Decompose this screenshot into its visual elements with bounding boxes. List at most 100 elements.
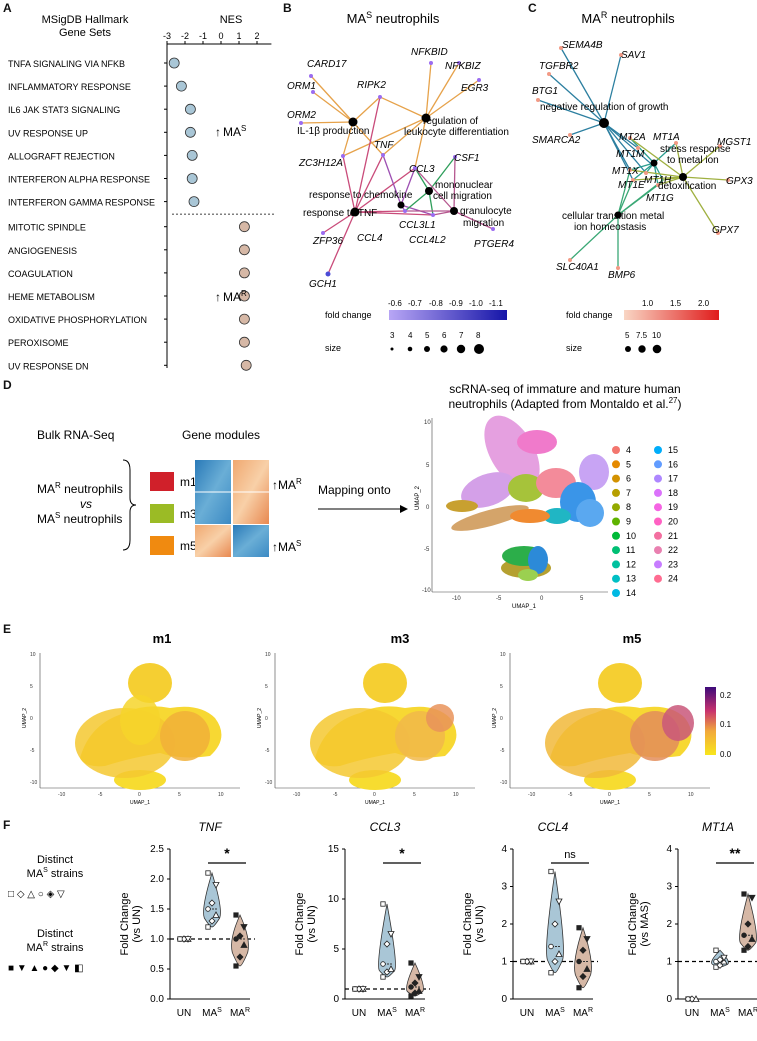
nes-dot — [238, 336, 250, 348]
svg-text:2.0: 2.0 — [698, 299, 710, 308]
term-il1b: IL-1β production — [297, 126, 369, 137]
x-tick: MAS — [545, 1007, 565, 1019]
svg-text:-1.0: -1.0 — [469, 299, 483, 308]
data-point — [205, 906, 211, 912]
panel-e-umap-panels: 10 5 0 -5 -10 -10 -5 0 5 10 UMAP_1 UMAP_2 10 5 0 -5 -10 -… — [22, 652, 710, 806]
panel-b-gene-labels: CARD17 ORM1 RIPK2 NFKBID NFKBIZ EGR3 ORM… — [287, 47, 514, 290]
data-point — [240, 924, 248, 931]
data-point — [741, 891, 747, 897]
panel-d-schematic: Bulk RNA-Seq Gene modules MAR neutrophil… — [37, 382, 682, 610]
svg-text:UMAP_2: UMAP_2 — [22, 708, 28, 728]
svg-text:10: 10 — [265, 652, 271, 658]
term-granulocyte: granulocyte — [460, 206, 512, 217]
y-tick: 1.5 — [150, 904, 164, 915]
panel-c-edges — [537, 47, 729, 268]
gene-csf1: CSF1 — [454, 153, 480, 164]
panel-c-size-ticks: 5 7.5 10 — [625, 331, 661, 340]
data-point — [555, 950, 563, 957]
y-axis-label: Fold Change — [462, 893, 474, 956]
gene-mt1g: MT1G — [646, 193, 674, 204]
cluster-swatch — [612, 503, 620, 512]
gene-mt1a: MT1A — [653, 132, 680, 143]
y-tick: 0 — [333, 994, 339, 1005]
violin-CCL3: CCL3 0 5 10 15 Fold Change (vs UN) UN MAS MAR * — [294, 820, 430, 1019]
panel-d-umap-ticks: 10 5 0 -5 -10 -10 -5 0 5 — [422, 420, 584, 602]
gene-ccl4l2: CCL4L2 — [409, 235, 446, 246]
panel-c-legend-fc-label: fold change — [566, 310, 613, 320]
panel-d-group-r: MAR neutrophils — [37, 481, 123, 496]
cluster-label: 24 — [668, 574, 678, 584]
nes-tick: 0 — [218, 31, 223, 41]
panel-d-bulk-rnaseq: Bulk RNA-Seq — [37, 428, 114, 442]
svg-text:0.1: 0.1 — [720, 720, 732, 729]
panel-b-fc-gradient — [389, 310, 507, 320]
panel-a-title-1: MSigDB Hallmark — [42, 14, 129, 26]
cluster-label: 23 — [668, 559, 678, 569]
cluster-swatch — [654, 503, 662, 512]
svg-text:5: 5 — [413, 792, 416, 798]
x-tick: MAR — [573, 1007, 593, 1019]
data-point — [576, 958, 582, 965]
panel-e-title-m1: m1 — [153, 631, 172, 646]
cluster-label: 17 — [668, 474, 678, 484]
cluster-swatch — [654, 460, 662, 469]
cluster-label: 13 — [626, 574, 636, 584]
y-axis-sublabel: (vs MAS) — [639, 901, 651, 946]
panel-d-heatmaps — [195, 460, 269, 557]
cluster-label: 18 — [668, 488, 678, 498]
data-point — [548, 970, 554, 976]
svg-text:□ ◇ △ ○ ◈ ▽: □ ◇ △ ○ ◈ ▽ — [8, 889, 65, 900]
svg-text:-10: -10 — [422, 588, 431, 594]
significance-marker: * — [399, 845, 405, 861]
violin-shape — [574, 926, 592, 989]
y-tick: 0.0 — [150, 994, 164, 1005]
data-point — [744, 920, 752, 928]
svg-text:UMAP_1: UMAP_1 — [365, 800, 385, 806]
cluster-label: 10 — [626, 531, 636, 541]
gene-sav1: SAV1 — [621, 50, 646, 61]
y-tick: 2 — [666, 919, 672, 930]
panel-c-size-dots — [625, 344, 662, 354]
gene-gpx3: GPX3 — [726, 176, 753, 187]
svg-text:8: 8 — [476, 331, 481, 340]
svg-text:3: 3 — [390, 331, 395, 340]
term-cell-migration: cell migration — [433, 191, 492, 202]
cluster-label: 16 — [668, 459, 678, 469]
violin-title: MT1A — [702, 820, 734, 834]
y-tick: 0 — [501, 994, 507, 1005]
svg-text:0: 0 — [138, 792, 141, 798]
panel-c-network: MAR neutrophils — [532, 10, 753, 354]
y-tick: 2 — [501, 919, 507, 930]
svg-text:5: 5 — [178, 792, 181, 798]
svg-text:10: 10 — [652, 331, 661, 340]
term-negative-regulation: negative regulation of growth — [540, 102, 668, 113]
x-tick: UN — [352, 1008, 366, 1019]
term-leukocyte: leukocyte differentiation — [404, 127, 509, 138]
significance-marker: * — [224, 845, 230, 861]
x-tick: MAS — [202, 1007, 222, 1019]
cluster-label: 4 — [626, 445, 631, 455]
data-point — [236, 932, 244, 940]
data-point — [387, 931, 395, 938]
module-m5-label: m5 — [180, 539, 197, 553]
gene-ccl3: CCL3 — [409, 164, 435, 175]
data-point — [212, 911, 220, 918]
gene-set-label: INTERFERON GAMMA RESPONSE — [8, 198, 155, 208]
term-chemokine: response to chemokine — [309, 190, 413, 201]
cluster-swatch — [654, 560, 662, 569]
significance-marker: ** — [730, 845, 741, 861]
y-tick: 3 — [501, 882, 507, 893]
data-point — [352, 986, 358, 992]
violin-MT1A: MT1A 0 1 2 3 4 Fold Change (vs MAS) UN MAS MAR ** — [627, 820, 757, 1019]
panel-c-fc-ticks: 1.0 1.5 2.0 — [642, 299, 710, 308]
gene-mt2a: MT2A — [619, 132, 646, 143]
svg-text:-5: -5 — [424, 547, 430, 553]
gene-zc3h12a: ZC3H12A — [298, 158, 343, 169]
panel-f-violins: Distinct MAS strains □ ◇ △ ○ ◈ ▽ Distinc… — [8, 820, 757, 1019]
y-axis-sublabel: (vs UN) — [474, 905, 486, 942]
data-point — [205, 924, 211, 930]
umap-m3: 10 5 0 -5 -10 -10 -5 0 5 10 UMAP_1 UMAP_2 — [257, 652, 475, 806]
violin-title: TNF — [198, 820, 222, 834]
panel-e-title-m3: m3 — [391, 631, 410, 646]
